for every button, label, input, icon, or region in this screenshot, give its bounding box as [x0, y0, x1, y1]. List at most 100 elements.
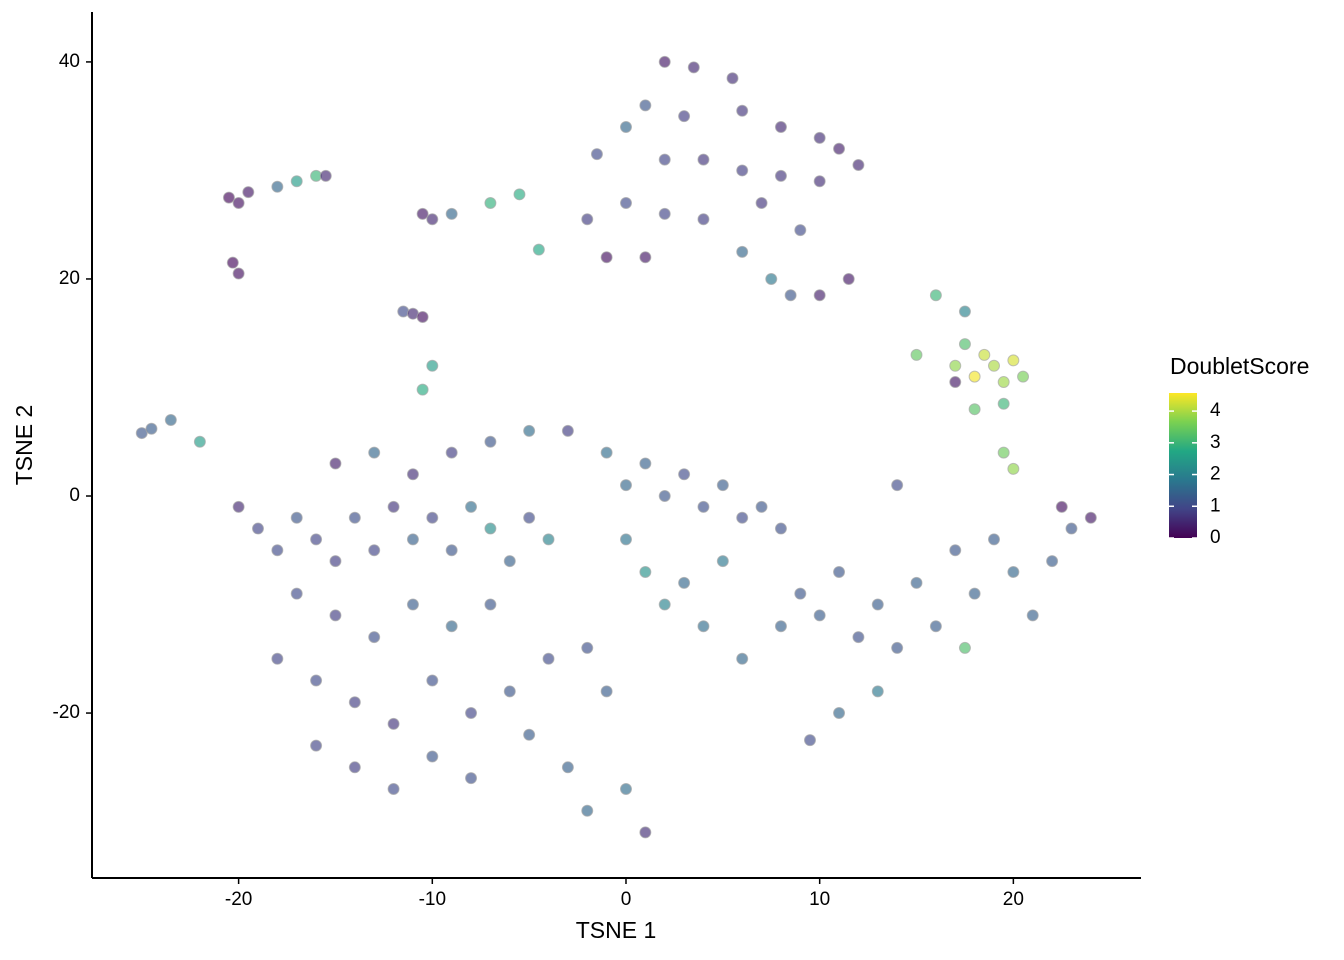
point [290, 511, 303, 524]
point [232, 500, 245, 513]
point [697, 500, 710, 513]
point [523, 511, 536, 524]
point [368, 631, 381, 644]
point [242, 186, 255, 199]
point [310, 533, 323, 546]
point [271, 652, 284, 665]
point [968, 370, 981, 383]
point [755, 500, 768, 513]
point [1055, 500, 1068, 513]
y-tick-label: -20 [53, 702, 80, 723]
point [503, 555, 516, 568]
point [581, 641, 594, 654]
x-tick-label: 10 [809, 889, 830, 910]
x-axis-label: TSNE 1 [576, 917, 657, 943]
point [542, 533, 555, 546]
point [590, 148, 603, 161]
point [513, 188, 526, 201]
point [406, 533, 419, 546]
point [416, 383, 429, 396]
point [310, 739, 323, 752]
point [1084, 511, 1097, 524]
point [581, 804, 594, 817]
point [813, 609, 826, 622]
point [987, 359, 1000, 372]
point [619, 479, 632, 492]
point [484, 435, 497, 448]
point [658, 490, 671, 503]
point [193, 435, 206, 448]
point [929, 620, 942, 633]
point [726, 72, 739, 85]
point [329, 609, 342, 622]
point [251, 522, 264, 535]
point [949, 544, 962, 557]
point [929, 289, 942, 302]
point [842, 272, 855, 285]
point [619, 121, 632, 134]
point [484, 196, 497, 209]
point [406, 468, 419, 481]
point [871, 685, 884, 698]
point [774, 620, 787, 633]
point [833, 565, 846, 578]
point [523, 728, 536, 741]
point [503, 685, 516, 698]
point [1065, 522, 1078, 535]
point [426, 750, 439, 763]
point [561, 424, 574, 437]
y-axis-label: TSNE 2 [11, 405, 37, 486]
y-tick-label: 40 [59, 51, 80, 72]
point [581, 213, 594, 226]
colorbar-label: DoubletScore [1170, 353, 1309, 379]
point [232, 196, 245, 209]
colorbar-tick-label: 1 [1210, 495, 1221, 516]
point [891, 479, 904, 492]
point [910, 576, 923, 589]
point [619, 783, 632, 796]
point [1026, 609, 1039, 622]
point [226, 256, 239, 269]
point [813, 131, 826, 144]
point [416, 310, 429, 323]
point [445, 446, 458, 459]
point [387, 500, 400, 513]
point [465, 500, 478, 513]
point [639, 251, 652, 264]
point [716, 555, 729, 568]
point [426, 359, 439, 372]
point [678, 110, 691, 123]
point [987, 533, 1000, 546]
colorbar-tick-label: 0 [1210, 527, 1221, 548]
x-tick-label: 20 [1003, 889, 1024, 910]
point [271, 544, 284, 557]
point [639, 99, 652, 112]
point [833, 707, 846, 720]
point [765, 272, 778, 285]
point [803, 734, 816, 747]
point [406, 598, 419, 611]
point [426, 213, 439, 226]
point [852, 631, 865, 644]
point [774, 121, 787, 134]
point [484, 522, 497, 535]
point [445, 207, 458, 220]
point [1007, 462, 1020, 475]
point [958, 305, 971, 318]
point [397, 305, 410, 318]
point [871, 598, 884, 611]
point [978, 348, 991, 361]
point [891, 641, 904, 654]
point [426, 674, 439, 687]
point [600, 685, 613, 698]
point [910, 348, 923, 361]
point [619, 196, 632, 209]
point [484, 598, 497, 611]
y-tick-label: 20 [59, 268, 80, 289]
x-tick-label: -20 [225, 889, 252, 910]
point [997, 446, 1010, 459]
point [794, 587, 807, 600]
point [329, 555, 342, 568]
point [852, 159, 865, 172]
